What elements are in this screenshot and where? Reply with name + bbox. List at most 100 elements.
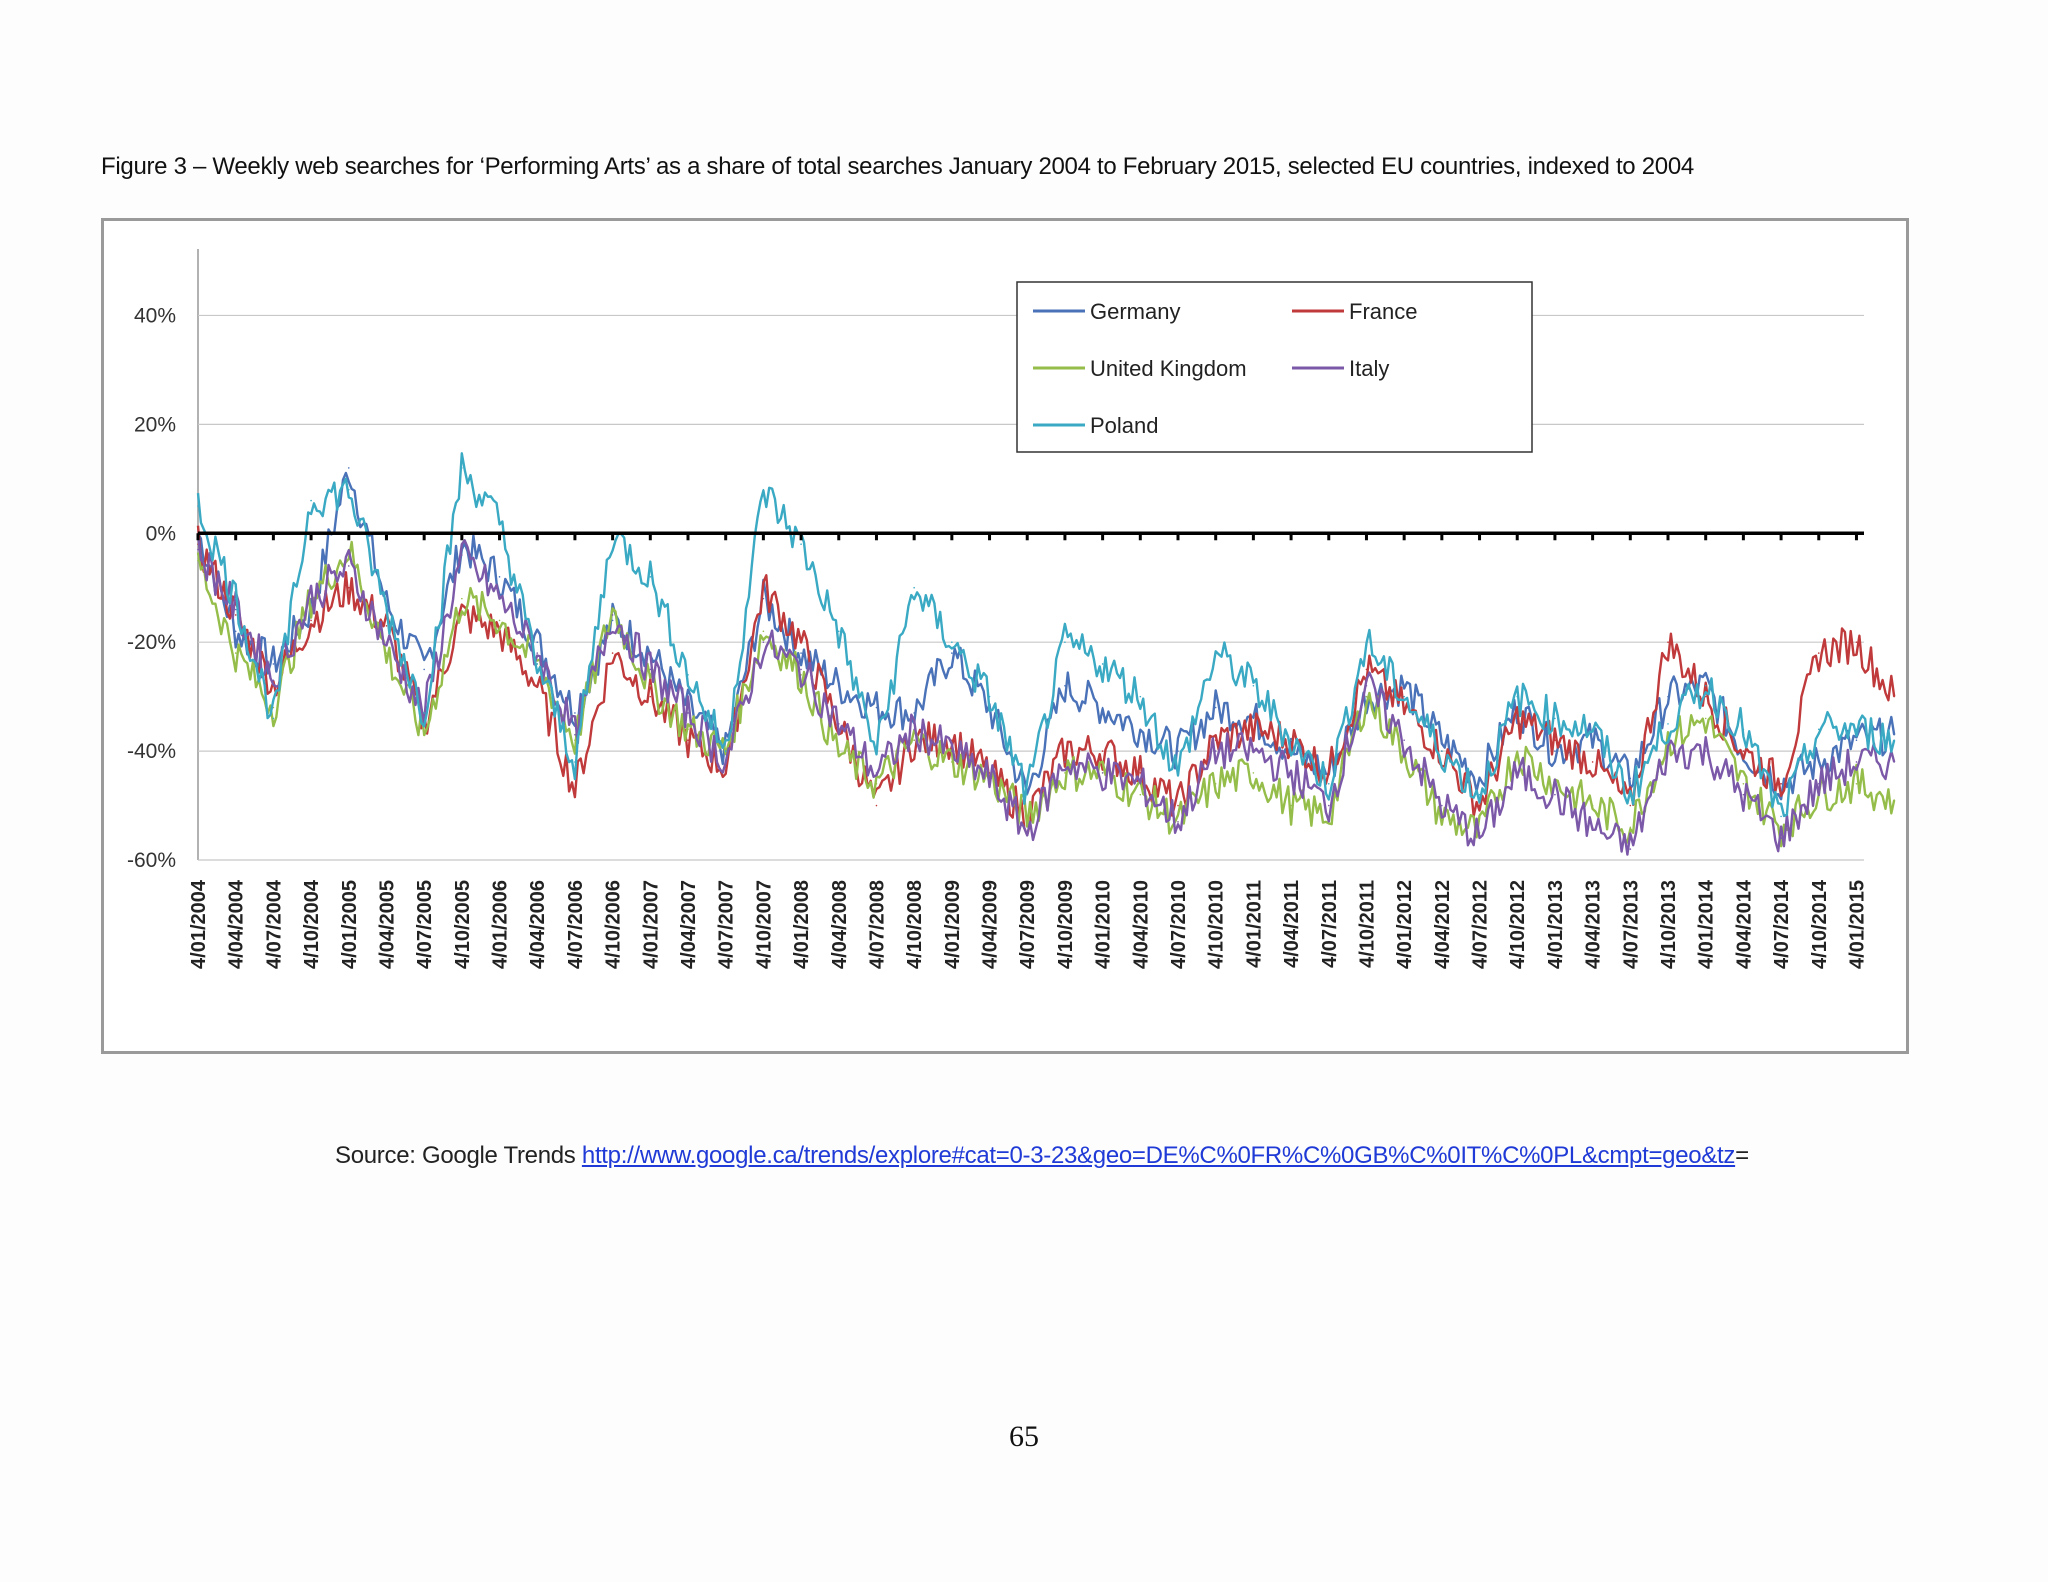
data-point — [1893, 799, 1895, 801]
data-point — [649, 684, 652, 687]
data-point — [1441, 804, 1443, 807]
data-point — [1704, 717, 1707, 720]
data-point — [875, 782, 878, 785]
data-point — [1855, 728, 1858, 731]
data-point — [1478, 777, 1481, 780]
data-point — [234, 608, 237, 611]
x-tick-label: 4/04/2012 — [1432, 880, 1454, 969]
data-point — [1403, 706, 1405, 709]
data-point — [611, 608, 614, 611]
data-point — [687, 739, 689, 741]
x-tick-label: 4/07/2013 — [1620, 880, 1642, 969]
source-suffix: = — [1735, 1142, 1749, 1169]
data-point — [498, 619, 501, 622]
x-tick-label: 4/01/2008 — [791, 880, 813, 969]
data-point — [1817, 728, 1820, 731]
data-point — [988, 777, 991, 780]
data-point — [1742, 793, 1745, 796]
data-point — [1742, 750, 1745, 752]
data-point — [423, 733, 425, 736]
data-point — [1591, 739, 1594, 741]
x-tick-label: 4/01/2006 — [490, 880, 512, 969]
data-point — [1252, 728, 1255, 731]
data-point — [1780, 815, 1782, 818]
data-point — [536, 684, 539, 687]
data-point — [1290, 772, 1292, 774]
data-point — [837, 630, 840, 633]
y-tick-label: -40% — [127, 740, 176, 763]
x-tick-label: 4/10/2007 — [753, 880, 775, 969]
data-point — [1704, 684, 1707, 687]
x-tick-label: 4/07/2004 — [263, 879, 285, 969]
data-point — [1365, 684, 1368, 687]
data-point — [875, 804, 878, 807]
data-point — [1855, 782, 1858, 785]
x-tick-label: 4/04/2010 — [1130, 880, 1152, 969]
data-point — [574, 788, 576, 791]
x-tick-label: 4/10/2014 — [1809, 879, 1831, 969]
data-point — [1064, 641, 1066, 643]
page-number: 65 — [1009, 1420, 1039, 1453]
legend-label: Poland — [1090, 413, 1159, 438]
data-point — [649, 668, 652, 671]
x-tick-label: 4/04/2014 — [1733, 879, 1755, 969]
x-tick-label: 4/01/2009 — [942, 880, 964, 969]
data-point — [1667, 695, 1669, 698]
data-point — [913, 739, 915, 741]
data-point — [423, 668, 425, 671]
data-point — [1177, 772, 1179, 774]
data-point — [1252, 717, 1255, 720]
x-tick-label: 4/01/2015 — [1846, 880, 1868, 969]
y-tick-label: -60% — [127, 849, 176, 872]
x-tick-label: 4/01/2010 — [1093, 880, 1115, 969]
data-point — [1214, 706, 1217, 709]
data-point — [1629, 804, 1632, 807]
x-tick-label: 4/04/2013 — [1583, 880, 1605, 969]
data-point — [498, 597, 501, 600]
x-tick-label: 4/07/2010 — [1168, 880, 1190, 969]
legend-box — [1016, 281, 1533, 453]
data-point — [1064, 772, 1066, 774]
data-point — [1064, 761, 1066, 763]
x-tick-label: 4/01/2007 — [640, 880, 662, 969]
data-point — [1704, 750, 1707, 752]
data-point — [951, 652, 953, 654]
data-point — [536, 652, 539, 654]
data-point — [574, 761, 576, 763]
series-line-france — [196, 525, 1896, 837]
data-point — [1893, 695, 1895, 698]
data-point — [1214, 782, 1217, 785]
data-point — [1214, 750, 1217, 752]
data-point — [875, 706, 878, 709]
data-point — [1177, 804, 1179, 807]
data-point — [800, 641, 802, 643]
x-tick-label: 4/01/2011 — [1243, 880, 1265, 968]
x-tick-label: 4/07/2008 — [866, 880, 888, 969]
data-point — [837, 750, 840, 752]
data-point — [1327, 782, 1330, 785]
data-point — [498, 521, 501, 524]
data-point — [1177, 750, 1179, 752]
data-point — [1893, 733, 1895, 736]
data-point — [762, 641, 765, 643]
data-point — [913, 728, 915, 731]
data-point — [951, 750, 953, 752]
x-tick-label: 4/07/2005 — [414, 880, 436, 969]
data-point — [347, 565, 350, 567]
data-point — [1516, 750, 1519, 752]
source-link[interactable]: http://www.google.ca/trends/explore#cat=… — [581, 1142, 1736, 1169]
data-point — [1855, 739, 1858, 741]
data-point — [1064, 684, 1066, 687]
x-tick-label: 4/01/2004 — [188, 879, 210, 969]
data-point — [687, 712, 689, 714]
x-tick-label: 4/04/2004 — [226, 879, 248, 969]
data-point — [649, 576, 652, 578]
data-point — [1214, 739, 1217, 741]
y-tick-label: 0% — [146, 522, 176, 545]
data-point — [800, 543, 802, 545]
data-point — [1893, 739, 1895, 741]
data-point — [1478, 793, 1481, 796]
data-point — [1554, 717, 1556, 720]
data-point — [536, 663, 539, 665]
data-point — [1177, 821, 1179, 823]
